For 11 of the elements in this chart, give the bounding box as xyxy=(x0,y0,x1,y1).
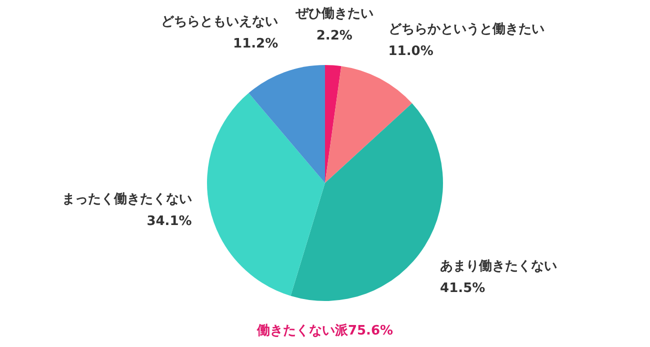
text: 働きたくない派75.6% xyxy=(256,322,394,338)
data-label: 11.2% xyxy=(233,36,278,52)
data-label: 2.2% xyxy=(316,28,352,44)
slice-label: あまり働きたくない xyxy=(440,258,558,274)
data-label: 34.1% xyxy=(146,214,192,229)
slice-label: ぜひ働きたい xyxy=(294,6,374,22)
data-label: 41.5% xyxy=(440,280,486,296)
slice-label: どちらともいえない xyxy=(161,14,278,30)
data-label: 11.0% xyxy=(388,44,434,59)
slice-label: どちらかというと働きたい xyxy=(388,22,544,37)
slice-label: まったく働きたくない xyxy=(62,192,192,207)
